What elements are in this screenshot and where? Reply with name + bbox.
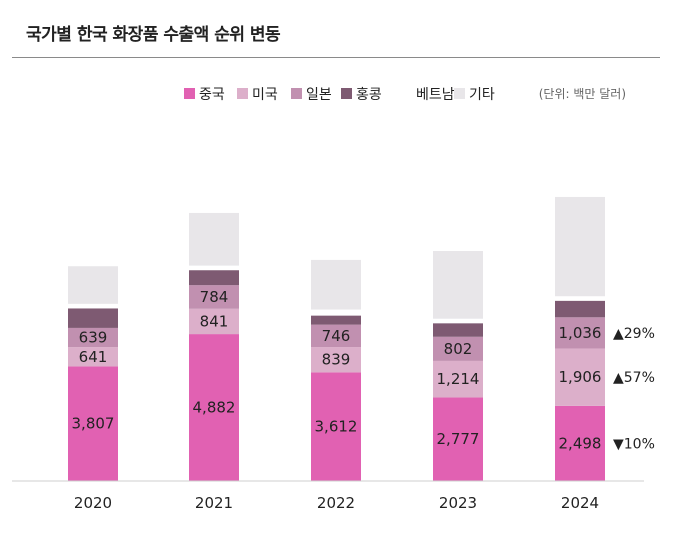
bar-2022-series-5: [311, 309, 361, 316]
bar-2022-series-2: [311, 347, 361, 373]
legend-swatch-1: [184, 88, 195, 99]
bar-2021-series-3: [189, 285, 239, 309]
data-label-2024-series-3: 1,036: [559, 324, 602, 342]
legend-label-4: 홍콩: [356, 87, 382, 103]
bar-2024-series-1: [555, 405, 605, 481]
bar-2024-series-3: [555, 317, 605, 349]
change-annotation-2: ▲57%: [613, 370, 655, 386]
bar-2024-series-2: [555, 348, 605, 406]
data-label-2022-series-2: 839: [322, 351, 351, 369]
legend-label-1: 중국: [199, 87, 225, 103]
legend-swatch-4: [341, 88, 352, 99]
data-label-2023-series-1: 2,777: [437, 430, 480, 448]
bar-2022-series-4: [311, 315, 361, 325]
data-label-2024-series-1: 2,498: [559, 434, 602, 452]
bar-2024-series-6: [555, 196, 605, 297]
bar-2021-series-2: [189, 308, 239, 335]
bar-2020-series-3: [68, 327, 118, 348]
bar-2020-series-1: [68, 366, 118, 481]
legend-swatch-6: [454, 88, 465, 99]
data-label-2023-series-2: 1,214: [437, 370, 480, 388]
page-title: 국가별 한국 화장품 수출액 순위 변동: [26, 25, 281, 45]
bar-2022-series-3: [311, 324, 361, 348]
data-label-2023-series-3: 802: [444, 340, 473, 358]
bar-2023-series-5: [433, 318, 483, 324]
data-label-2020-series-1: 3,807: [72, 415, 115, 433]
x-tick-2023: 2023: [439, 494, 477, 512]
x-tick-2022: 2022: [317, 494, 355, 512]
data-label-2021-series-2: 841: [200, 312, 229, 330]
bar-2023-series-2: [433, 360, 483, 398]
change-annotations: ▲29% ▲57% ▼10%: [613, 326, 655, 453]
data-label-2021-series-1: 4,882: [193, 399, 236, 417]
legend-label-3: 일본: [306, 87, 332, 103]
bar-2023-series-6: [433, 251, 483, 319]
legend-swatch-3: [291, 88, 302, 99]
data-label-2024-series-2: 1,906: [559, 368, 602, 386]
legend-swatch-2: [237, 88, 248, 99]
change-annotation-3: ▼10%: [613, 436, 655, 452]
unit-label: (단위: 백만 달러): [539, 87, 626, 101]
bar-2021-series-4: [189, 270, 239, 286]
title-divider: [12, 57, 660, 58]
bar-2021-series-6: [189, 212, 239, 266]
data-label-2022-series-3: 746: [322, 327, 351, 345]
bar-2020-series-4: [68, 308, 118, 328]
bar-2021-series-5: [189, 265, 239, 271]
bar-2024-series-5: [555, 296, 605, 301]
data-label-2020-series-3: 639: [79, 329, 108, 347]
legend-label-5: 베트남: [416, 87, 455, 103]
x-tick-2020: 2020: [74, 494, 112, 512]
bar-2020-series-2: [68, 347, 118, 367]
bar-2020-series-5: [68, 303, 118, 309]
x-tick-2021: 2021: [195, 494, 233, 512]
chart-legend: 중국 미국 일본 홍콩 베트남 기타: [184, 87, 495, 103]
bar-2022-series-1: [311, 372, 361, 481]
bar-2023-series-3: [433, 336, 483, 361]
data-label-2021-series-3: 784: [200, 288, 229, 306]
bar-2022-series-6: [311, 259, 361, 310]
bar-2021-series-1: [189, 334, 239, 481]
x-tick-2024: 2024: [561, 494, 599, 512]
legend-label-6: 기타: [469, 87, 495, 103]
legend-label-2: 미국: [252, 87, 278, 103]
data-label-2022-series-1: 3,612: [315, 418, 358, 436]
data-label-2020-series-2: 641: [79, 348, 108, 366]
bar-2023-series-4: [433, 323, 483, 337]
bar-2024-series-4: [555, 300, 605, 318]
bar-2020-series-6: [68, 266, 118, 304]
change-annotation-1: ▲29%: [613, 326, 655, 342]
bar-2023-series-1: [433, 397, 483, 481]
x-axis-ticks: 2020 2021 2022 2023 2024: [74, 494, 599, 512]
